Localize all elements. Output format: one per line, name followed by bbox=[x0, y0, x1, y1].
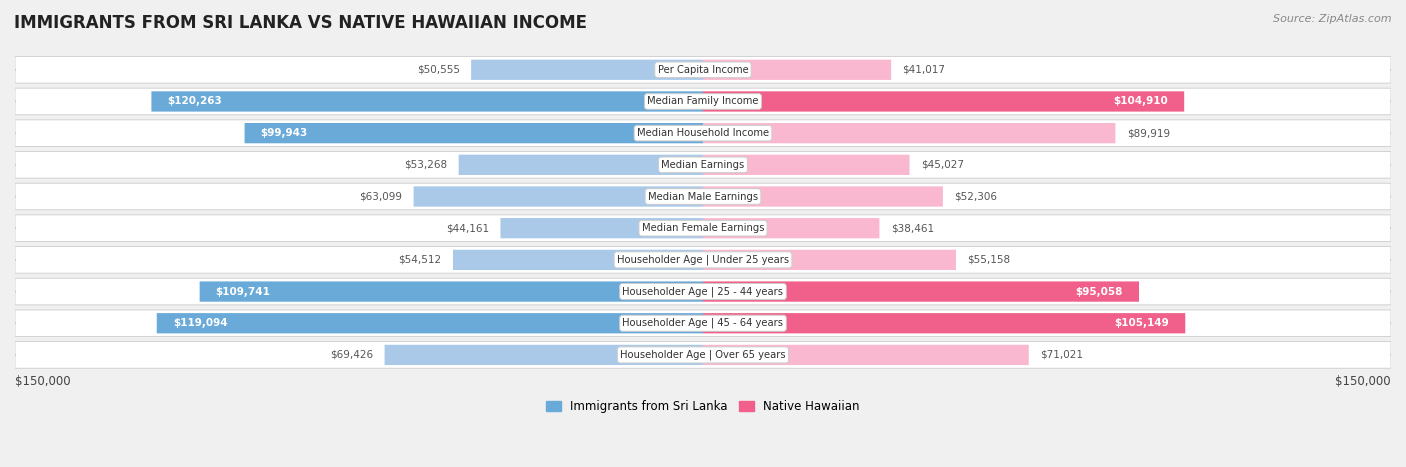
FancyBboxPatch shape bbox=[152, 92, 703, 112]
FancyBboxPatch shape bbox=[703, 345, 1029, 365]
FancyBboxPatch shape bbox=[15, 120, 1391, 147]
Text: $55,158: $55,158 bbox=[967, 255, 1011, 265]
FancyBboxPatch shape bbox=[15, 247, 1391, 273]
FancyBboxPatch shape bbox=[703, 313, 1185, 333]
FancyBboxPatch shape bbox=[471, 60, 703, 80]
Text: $95,058: $95,058 bbox=[1076, 287, 1123, 297]
Text: Median Family Income: Median Family Income bbox=[647, 97, 759, 106]
Text: Median Household Income: Median Household Income bbox=[637, 128, 769, 138]
Text: $99,943: $99,943 bbox=[260, 128, 308, 138]
Text: Median Male Earnings: Median Male Earnings bbox=[648, 191, 758, 202]
Text: $69,426: $69,426 bbox=[330, 350, 373, 360]
FancyBboxPatch shape bbox=[200, 282, 703, 302]
Text: $119,094: $119,094 bbox=[173, 318, 228, 328]
Text: $53,268: $53,268 bbox=[404, 160, 447, 170]
FancyBboxPatch shape bbox=[156, 313, 703, 333]
FancyBboxPatch shape bbox=[703, 92, 1184, 112]
Text: $50,555: $50,555 bbox=[416, 65, 460, 75]
Text: Median Female Earnings: Median Female Earnings bbox=[641, 223, 765, 233]
FancyBboxPatch shape bbox=[413, 186, 703, 207]
Text: $41,017: $41,017 bbox=[903, 65, 946, 75]
FancyBboxPatch shape bbox=[703, 155, 910, 175]
FancyBboxPatch shape bbox=[458, 155, 703, 175]
FancyBboxPatch shape bbox=[15, 278, 1391, 305]
Text: $63,099: $63,099 bbox=[359, 191, 402, 202]
FancyBboxPatch shape bbox=[703, 123, 1115, 143]
Text: $52,306: $52,306 bbox=[955, 191, 997, 202]
Text: IMMIGRANTS FROM SRI LANKA VS NATIVE HAWAIIAN INCOME: IMMIGRANTS FROM SRI LANKA VS NATIVE HAWA… bbox=[14, 14, 588, 32]
FancyBboxPatch shape bbox=[245, 123, 703, 143]
FancyBboxPatch shape bbox=[15, 151, 1391, 178]
Text: $150,000: $150,000 bbox=[15, 375, 70, 388]
Text: $38,461: $38,461 bbox=[891, 223, 934, 233]
FancyBboxPatch shape bbox=[15, 342, 1391, 368]
Text: $104,910: $104,910 bbox=[1114, 97, 1168, 106]
Text: $44,161: $44,161 bbox=[446, 223, 489, 233]
Text: $71,021: $71,021 bbox=[1040, 350, 1083, 360]
FancyBboxPatch shape bbox=[15, 57, 1391, 83]
FancyBboxPatch shape bbox=[385, 345, 703, 365]
FancyBboxPatch shape bbox=[15, 310, 1391, 337]
Text: $105,149: $105,149 bbox=[1115, 318, 1170, 328]
Text: $45,027: $45,027 bbox=[921, 160, 965, 170]
FancyBboxPatch shape bbox=[703, 218, 879, 238]
Text: Householder Age | Over 65 years: Householder Age | Over 65 years bbox=[620, 350, 786, 360]
Text: $54,512: $54,512 bbox=[398, 255, 441, 265]
FancyBboxPatch shape bbox=[15, 183, 1391, 210]
Text: $109,741: $109,741 bbox=[215, 287, 270, 297]
Text: Median Earnings: Median Earnings bbox=[661, 160, 745, 170]
Text: $150,000: $150,000 bbox=[1336, 375, 1391, 388]
FancyBboxPatch shape bbox=[15, 88, 1391, 115]
FancyBboxPatch shape bbox=[703, 186, 943, 207]
Text: $120,263: $120,263 bbox=[167, 97, 222, 106]
Legend: Immigrants from Sri Lanka, Native Hawaiian: Immigrants from Sri Lanka, Native Hawaii… bbox=[541, 395, 865, 417]
FancyBboxPatch shape bbox=[703, 250, 956, 270]
Text: Householder Age | Under 25 years: Householder Age | Under 25 years bbox=[617, 255, 789, 265]
FancyBboxPatch shape bbox=[501, 218, 703, 238]
FancyBboxPatch shape bbox=[15, 215, 1391, 241]
Text: $89,919: $89,919 bbox=[1126, 128, 1170, 138]
Text: Householder Age | 25 - 44 years: Householder Age | 25 - 44 years bbox=[623, 286, 783, 297]
Text: Source: ZipAtlas.com: Source: ZipAtlas.com bbox=[1274, 14, 1392, 24]
FancyBboxPatch shape bbox=[453, 250, 703, 270]
FancyBboxPatch shape bbox=[703, 282, 1139, 302]
FancyBboxPatch shape bbox=[703, 60, 891, 80]
Text: Per Capita Income: Per Capita Income bbox=[658, 65, 748, 75]
Text: Householder Age | 45 - 64 years: Householder Age | 45 - 64 years bbox=[623, 318, 783, 328]
